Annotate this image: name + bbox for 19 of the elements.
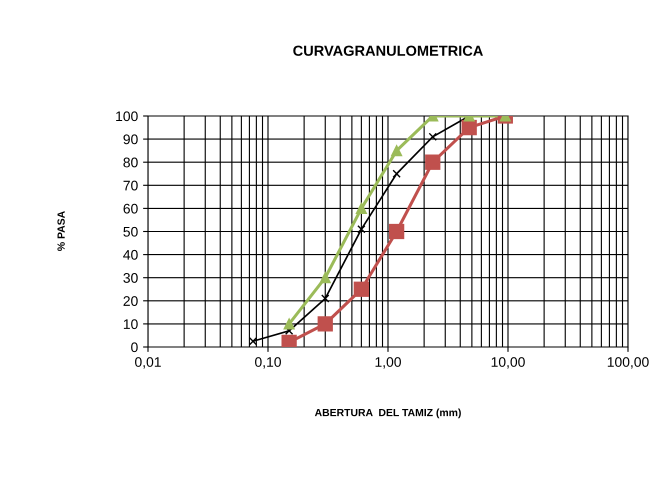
y-tick-label: 20 xyxy=(124,296,138,306)
x-tick-label: 0,10 xyxy=(255,357,281,369)
y-tick-label: 80 xyxy=(123,158,138,168)
chart-title: CURVAGRANULOMETRICA xyxy=(293,46,483,56)
y-tick-label: 60 xyxy=(124,204,138,214)
y-axis-title: % PASA xyxy=(57,211,65,251)
y-tick-label: 90 xyxy=(123,134,138,144)
y-tick-label: 70 xyxy=(124,180,138,190)
x-tick-label: 0,01 xyxy=(135,357,161,369)
y-tick-label: 30 xyxy=(123,273,138,283)
x-tick-label: 10,00 xyxy=(492,357,525,369)
y-tick-label: 50 xyxy=(123,226,138,237)
y-tick-label: 40 xyxy=(123,250,138,260)
y-tick-label: 100 xyxy=(116,111,138,122)
x-tick-label: 1,00 xyxy=(376,357,401,369)
y-tick-label: 10 xyxy=(124,319,138,330)
y-tick-label: 0 xyxy=(131,342,138,352)
x-axis-title: ABERTURA DEL TAMIZ (mm) xyxy=(314,408,461,418)
x-tick-label: 100,00 xyxy=(608,357,649,369)
